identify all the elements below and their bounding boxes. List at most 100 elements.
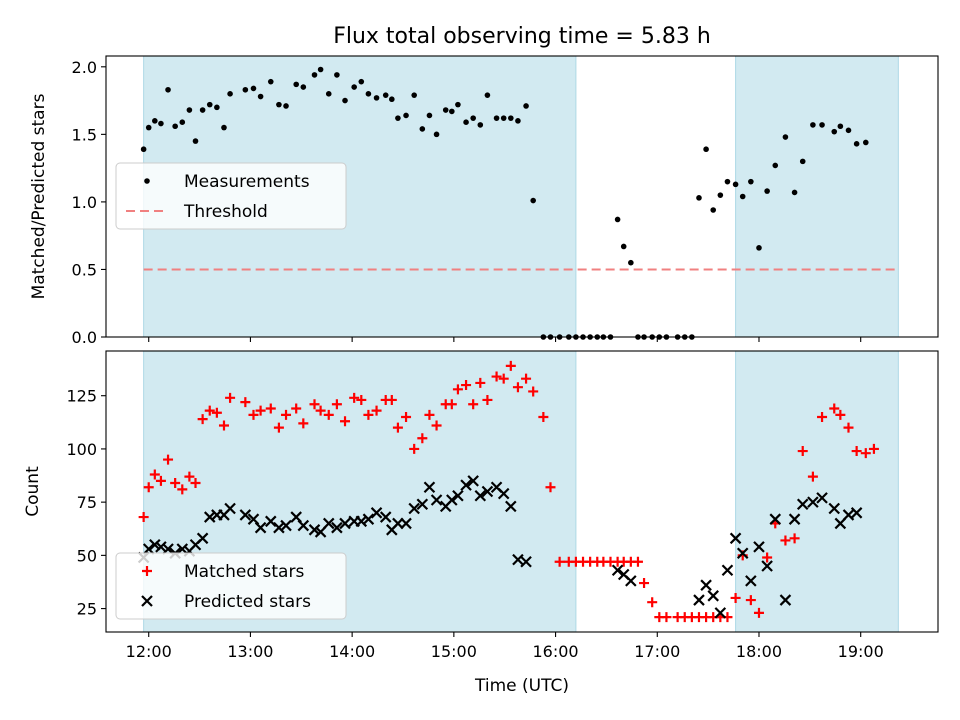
matched-point <box>149 469 160 480</box>
legend-marker-matched <box>142 566 152 576</box>
predicted-point <box>203 511 216 523</box>
predicted-point <box>779 594 792 606</box>
predicted-point <box>273 521 285 534</box>
measurement-point <box>810 122 816 128</box>
measurement-point <box>140 146 147 153</box>
predicted-point <box>721 564 734 577</box>
measurement-point <box>477 122 484 128</box>
measurement-point <box>845 127 852 134</box>
matched-point <box>446 399 457 410</box>
predicted-point <box>700 579 712 591</box>
matched-point <box>762 552 773 563</box>
predicted-point <box>416 498 429 511</box>
measurement-point <box>515 118 521 124</box>
matched-point <box>545 482 556 493</box>
measurement-point <box>283 103 289 109</box>
x-tick-label: 18:00 <box>736 642 782 661</box>
predicted-point <box>155 541 167 553</box>
predicted-point <box>761 560 773 572</box>
matched-point <box>204 405 215 416</box>
predicted-point <box>807 496 819 508</box>
matched-point <box>143 482 154 493</box>
measurement-point <box>470 115 476 121</box>
measurement-point <box>449 108 455 115</box>
predicted-point <box>322 517 335 530</box>
legend-marker-measurements <box>144 178 150 184</box>
y-tick-label: 0.0 <box>72 328 97 347</box>
predicted-point <box>745 575 757 587</box>
matched-point <box>817 411 828 422</box>
x-tick-label: 17:00 <box>634 642 680 661</box>
predicted-point <box>423 481 436 494</box>
legend-label: Predicted stars <box>184 592 311 612</box>
shaded-interval <box>735 350 899 633</box>
measurement-point <box>325 91 332 97</box>
measurement-point <box>186 107 193 113</box>
predicted-point <box>693 594 705 606</box>
chart-title: Flux total observing time = 5.83 h <box>333 24 711 49</box>
legend-label: Matched stars <box>184 562 304 582</box>
matched-point <box>505 360 516 371</box>
y-tick-label: 100 <box>66 440 97 459</box>
measurement-point <box>342 97 348 104</box>
measurement-point <box>395 115 401 121</box>
matched-point <box>281 409 292 420</box>
y-tick-label: 1.5 <box>72 125 97 144</box>
measurement-point <box>782 134 789 140</box>
axes-frame <box>105 350 939 633</box>
measurement-point <box>403 112 409 119</box>
matched-point <box>745 595 756 606</box>
measurement-point <box>732 181 739 188</box>
measurement-point <box>311 72 318 78</box>
matched-point <box>315 405 326 416</box>
measurement-point <box>373 95 380 101</box>
matched-point <box>512 382 523 393</box>
measurement-point <box>206 101 213 108</box>
matched-point <box>482 394 493 405</box>
matched-point <box>639 578 650 589</box>
predicted-point <box>297 519 310 532</box>
measurement-point <box>756 245 762 251</box>
matched-point <box>323 409 334 420</box>
predicted-point <box>497 487 510 500</box>
predicted-point <box>339 517 351 530</box>
bottom-panel: 25 50 75 100 125 12:00 13:00 14:00 15:00 16:00 17:… <box>23 350 939 661</box>
matched-point <box>363 409 374 420</box>
predicted-point <box>239 509 252 521</box>
predicted-point <box>714 607 727 619</box>
measurement-point <box>710 207 717 213</box>
predicted-point <box>254 521 267 534</box>
matched-point <box>647 597 658 608</box>
measurement-point <box>199 107 206 113</box>
measurement-point <box>382 92 389 98</box>
measurement-point <box>172 123 178 130</box>
measurement-point <box>214 104 220 111</box>
y-tick-label: 25 <box>77 600 97 619</box>
predicted-point <box>460 479 472 491</box>
matched-point <box>225 392 236 403</box>
measurement-point <box>411 92 417 98</box>
measurement-point <box>242 86 249 93</box>
matched-point <box>554 556 565 567</box>
matched-point <box>843 422 854 433</box>
measurement-point <box>152 118 158 124</box>
predicted-point <box>224 502 236 515</box>
matched-point <box>155 475 166 486</box>
matched-point <box>409 443 420 454</box>
measurement-point <box>192 138 199 144</box>
measurement-point <box>276 101 282 108</box>
measurement-point <box>145 124 152 131</box>
measurement-point <box>717 192 724 198</box>
y-tick-label: 125 <box>66 387 97 406</box>
shaded-interval <box>735 55 899 338</box>
measurement-point <box>300 84 307 90</box>
predicted-point <box>362 513 375 525</box>
matched-point <box>829 403 840 414</box>
predicted-point <box>512 553 524 566</box>
measurement-point <box>463 119 469 125</box>
predicted-point <box>788 513 801 525</box>
predicted-point <box>142 543 155 555</box>
matched-point <box>424 409 435 420</box>
measurement-point <box>257 93 264 100</box>
